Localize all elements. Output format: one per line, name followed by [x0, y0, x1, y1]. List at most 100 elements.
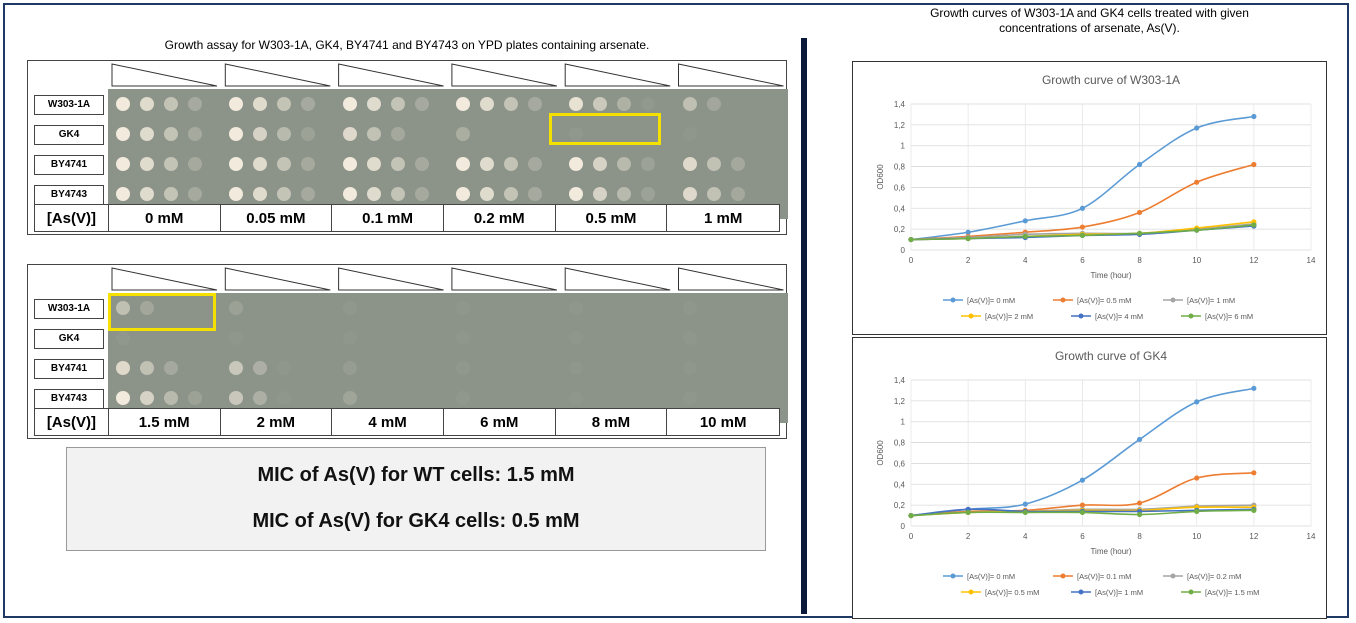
- y-tick-label: 0,6: [894, 459, 906, 468]
- x-tick-label: 0: [909, 532, 914, 541]
- dilution-triangle: [564, 63, 671, 87]
- colony-spot: [253, 127, 268, 141]
- legend-entry: [As(V)]= 6 mM: [1205, 312, 1253, 321]
- x-tick-label: 6: [1080, 532, 1085, 541]
- data-point: [1194, 227, 1200, 233]
- colony-spot: [456, 301, 470, 315]
- colony-spot: [253, 361, 268, 375]
- colony-spot: [301, 97, 316, 111]
- y-axis-label: OD600: [876, 164, 885, 190]
- colony-spot: [229, 97, 244, 111]
- panel-divider: [801, 38, 807, 614]
- concentration-cell: 0.5 mM: [556, 205, 668, 231]
- colony-spot: [617, 97, 632, 111]
- colony-spot: [301, 127, 316, 141]
- colony-spot: [683, 127, 697, 141]
- colony-spot: [527, 97, 542, 111]
- x-tick-label: 14: [1307, 532, 1316, 541]
- colony-spot: [229, 331, 243, 345]
- legend-marker: [1078, 313, 1084, 319]
- agar-plate: [108, 293, 788, 423]
- data-point: [1136, 209, 1143, 216]
- colony-spot: [569, 127, 584, 141]
- strain-label: BY4743: [34, 389, 104, 409]
- colony-spot: [116, 187, 130, 201]
- colony-spot: [569, 361, 583, 375]
- colony-spot: [116, 391, 130, 405]
- colony-spot: [342, 301, 357, 315]
- colony-spot: [641, 97, 656, 111]
- colony-spot: [503, 157, 518, 171]
- legend-marker: [1060, 297, 1066, 303]
- chart-title: Growth curve of W303-1A: [1042, 73, 1180, 87]
- x-tick-label: 10: [1192, 256, 1201, 265]
- y-tick-label: 1,4: [894, 100, 906, 109]
- y-tick-label: 0,8: [894, 439, 906, 448]
- colony-spot: [706, 157, 721, 171]
- colony-spot: [730, 157, 745, 171]
- colony-spot: [593, 187, 608, 201]
- colony-spot: [342, 97, 357, 111]
- mic-summary-box: MIC of As(V) for WT cells: 1.5 mM MIC of…: [66, 447, 766, 551]
- chart-gk4: Growth curve of GK4 0 0,2 0,4 0,6 0,8 1 1,2 1,4 0…: [852, 337, 1327, 619]
- colony-spot: [188, 391, 202, 405]
- colony-spot: [164, 127, 178, 141]
- y-tick-label: 1,2: [894, 397, 906, 406]
- data-point: [1136, 511, 1143, 518]
- legend-marker: [1078, 589, 1084, 595]
- colony-spot: [414, 187, 429, 201]
- colony-spot: [390, 157, 405, 171]
- y-tick-label: 0: [901, 522, 906, 531]
- data-point: [1251, 385, 1257, 391]
- dilution-triangle: [338, 63, 444, 87]
- colony-spot: [140, 157, 154, 171]
- colony-spot: [366, 127, 381, 141]
- data-point: [1079, 205, 1086, 211]
- colony-spot: [390, 97, 405, 111]
- colony-spot: [277, 127, 292, 141]
- colony-spot: [301, 157, 316, 171]
- colony-spot: [617, 157, 632, 171]
- mic-gk4-text: MIC of As(V) for GK4 cells: 0.5 mM: [252, 510, 580, 532]
- colony-spot: [527, 157, 542, 171]
- legend-marker: [1060, 573, 1066, 579]
- colony-spot: [140, 391, 154, 405]
- data-point: [965, 235, 971, 242]
- colony-spot: [116, 97, 130, 111]
- concentration-cell: 4 mM: [332, 409, 444, 435]
- colony-spot: [277, 391, 292, 405]
- colony-spot: [116, 301, 130, 315]
- data-point: [1079, 477, 1086, 483]
- colony-spot: [503, 97, 518, 111]
- dilution-triangles: [111, 63, 784, 87]
- colony-spot: [455, 187, 470, 201]
- legend-marker: [950, 573, 956, 579]
- data-point: [1251, 470, 1257, 476]
- data-point: [965, 229, 971, 235]
- y-tick-label: 1,4: [894, 376, 906, 385]
- legend-entry: [As(V)]= 0 mM: [967, 572, 1015, 581]
- strain-label: GK4: [34, 329, 104, 349]
- mic-wt-text: MIC of As(V) for WT cells: 1.5 mM: [257, 464, 575, 486]
- colony-spot: [229, 127, 244, 141]
- dilution-triangle: [678, 267, 784, 291]
- data-point: [1194, 179, 1200, 185]
- strain-label: BY4741: [34, 359, 104, 379]
- colony-spot: [277, 157, 292, 171]
- colony-spot: [277, 97, 292, 111]
- concentration-cell: 1 mM: [703, 209, 743, 227]
- data-point: [1022, 509, 1028, 516]
- colony-spot: [277, 187, 292, 201]
- colony-spot: [188, 187, 202, 201]
- colony-spot: [342, 391, 357, 405]
- x-tick-label: 2: [966, 256, 971, 265]
- data-point: [1079, 509, 1086, 516]
- concentration-row-label: [As(V)]: [35, 205, 109, 231]
- dilution-triangle: [338, 267, 444, 291]
- colony-spot: [390, 127, 405, 141]
- legend-entry: [As(V)]= 0 mM: [967, 296, 1015, 305]
- strain-label: W303-1A: [34, 95, 104, 115]
- data-point: [908, 236, 914, 243]
- x-tick-label: 12: [1249, 532, 1258, 541]
- data-point: [1251, 161, 1257, 168]
